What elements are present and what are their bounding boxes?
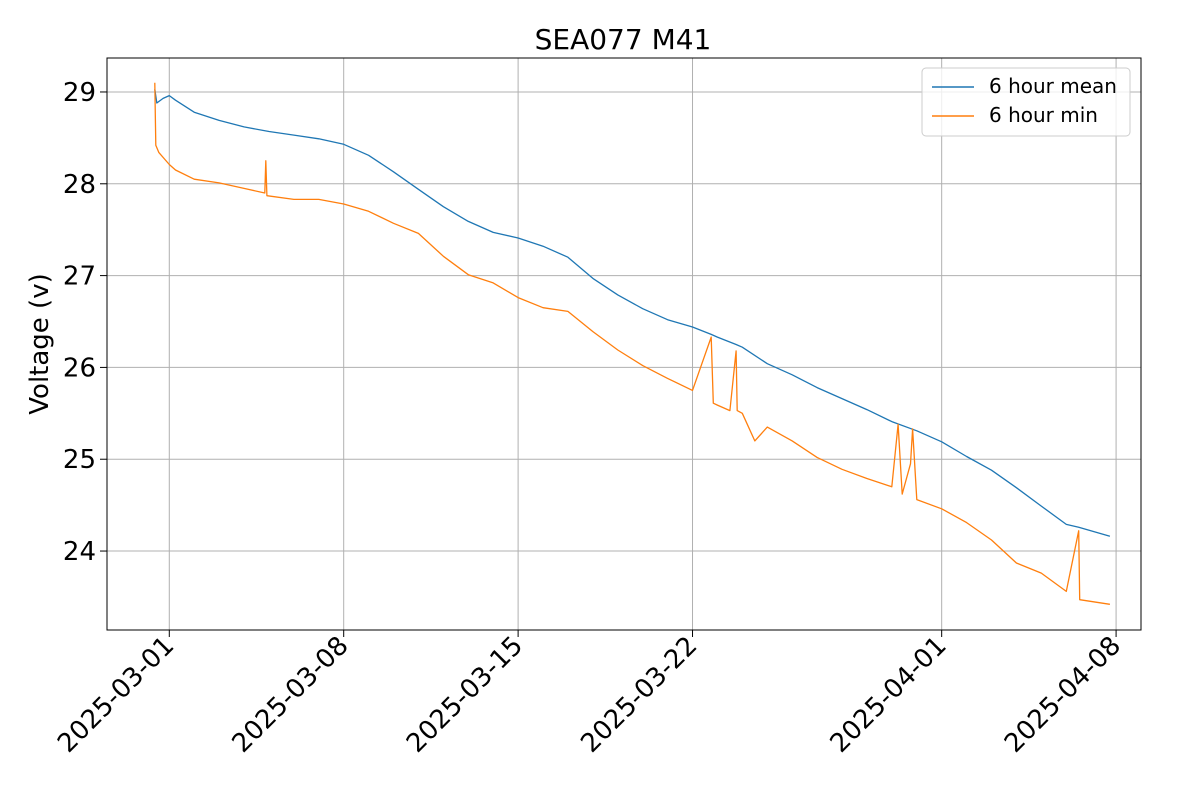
x-tick-label: 2025-03-01 xyxy=(52,631,180,759)
x-axis: 2025-03-01 2025-03-08 2025-03-15 2025-03-22… xyxy=(52,630,1127,759)
y-axis: 24 25 26 27 28 29 xyxy=(63,78,107,567)
x-tick-label: 2025-03-15 xyxy=(401,631,529,759)
y-tick-label: 26 xyxy=(63,353,96,383)
series-line-min xyxy=(154,82,1110,605)
y-axis-label: Voltage (v) xyxy=(25,273,55,414)
series-layer xyxy=(154,82,1111,605)
x-tick-label: 2025-03-22 xyxy=(575,631,703,759)
chart-title: SEA077 M41 xyxy=(535,23,712,56)
grid-lines xyxy=(107,58,1141,630)
plot-frame xyxy=(106,57,1142,631)
y-tick-label: 29 xyxy=(63,78,96,108)
legend-mean-label: 6 hour mean xyxy=(989,74,1117,98)
legend: 6 hour mean 6 hour min xyxy=(921,67,1131,137)
x-tick-label: 2025-04-01 xyxy=(825,631,953,759)
y-tick-label: 25 xyxy=(63,445,96,475)
x-tick-label: 2025-03-08 xyxy=(227,631,355,759)
y-tick-label: 24 xyxy=(63,537,96,567)
x-tick-label: 2025-04-08 xyxy=(999,631,1127,759)
y-tick-label: 28 xyxy=(63,170,96,200)
y-tick-label: 27 xyxy=(63,262,96,292)
legend-min-label: 6 hour min xyxy=(989,103,1098,127)
series-line-mean xyxy=(154,89,1111,537)
legend-box xyxy=(921,67,1131,137)
